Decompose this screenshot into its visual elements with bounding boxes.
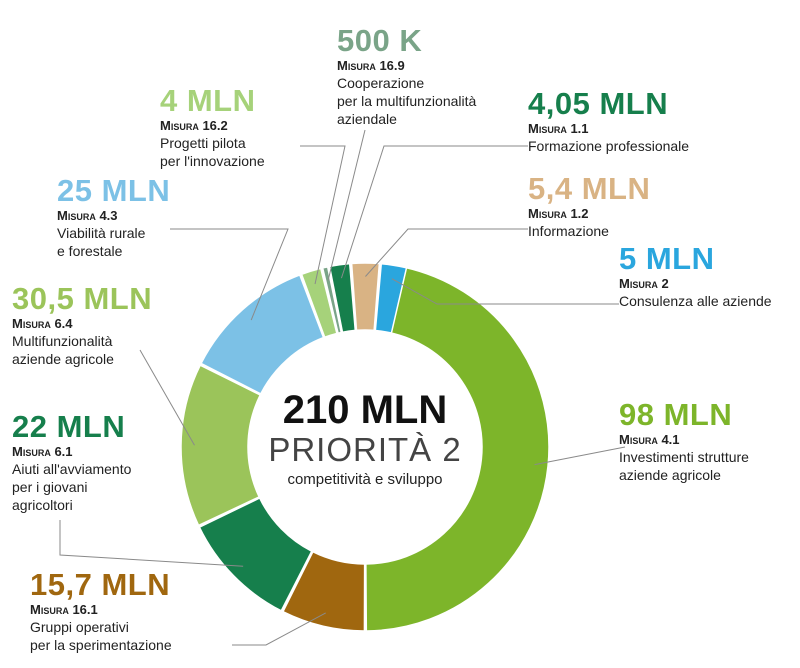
slice-description-line: Investimenti strutture xyxy=(619,449,749,465)
slice-m169 xyxy=(321,265,343,335)
slice-measure: Misura 1.1 xyxy=(528,121,589,136)
leader-line-m161 xyxy=(232,612,326,646)
slice-m12 xyxy=(350,262,381,332)
label-m161: 15,7 MLN Misura 16.1 Gruppi operativi per l… xyxy=(30,568,172,654)
label-m2: 5 MLN Misura 2 Consulenza alle aziende xyxy=(619,242,772,310)
slice-amount: 22 MLN xyxy=(12,409,126,444)
slice-m162 xyxy=(300,267,338,339)
slice-description-line: Aiuti all'avviamento xyxy=(12,461,132,477)
slice-m161 xyxy=(281,550,366,632)
leader-line-m61 xyxy=(59,520,244,567)
slice-amount: 5 MLN xyxy=(619,241,715,276)
slice-m61 xyxy=(198,496,313,612)
slice-m64 xyxy=(180,364,262,527)
slice-description-line: per l'innovazione xyxy=(160,153,265,169)
label-m64: 30,5 MLN Misura 6.4 Multifunzionalità azien… xyxy=(12,282,152,368)
slice-measure: Misura 4.3 xyxy=(57,208,118,223)
chart-priority-title: PRIORITÀ 2 xyxy=(268,431,462,468)
slice-measure: Misura 16.1 xyxy=(30,602,98,617)
chart-subtitle: competitività e sviluppo xyxy=(287,471,443,488)
leader-line-m169 xyxy=(327,129,366,281)
label-m162: 4 MLN Misura 16.2 Progetti pilota per l'inn… xyxy=(160,84,265,170)
slice-amount: 500 K xyxy=(337,23,423,58)
slice-amount: 98 MLN xyxy=(619,397,733,432)
leader-line-m12 xyxy=(365,228,528,277)
slice-amount: 4 MLN xyxy=(160,83,256,118)
label-m61: 22 MLN Misura 6.1 Aiuti all'avviamento per … xyxy=(12,410,131,514)
slice-amount: 15,7 MLN xyxy=(30,567,171,602)
slice-description-line: aziende agricole xyxy=(619,467,721,483)
slice-m11 xyxy=(328,262,357,334)
leader-line-m64 xyxy=(139,349,195,446)
label-m43: 25 MLN Misura 4.3 Viabilità rurale e forest… xyxy=(57,174,170,260)
slice-description-line: aziendale xyxy=(337,111,397,127)
slice-description-line: Gruppi operativi xyxy=(30,619,129,635)
leader-line-m41 xyxy=(534,446,626,466)
leader-line-m162 xyxy=(300,145,346,285)
slice-measure: Misura 2 xyxy=(619,276,669,291)
slice-description-line: per la sperimentazione xyxy=(30,637,172,653)
slice-measure: Misura 16.2 xyxy=(160,118,228,133)
slice-amount: 5,4 MLN xyxy=(528,171,651,206)
chart-center-summary: 210 MLN PRIORITÀ 2 competitività e svilu… xyxy=(245,388,485,490)
slice-amount: 30,5 MLN xyxy=(12,281,153,316)
label-m41: 98 MLN Misura 4.1 Investimenti strutture az… xyxy=(619,398,749,484)
slice-measure: Misura 6.1 xyxy=(12,444,73,459)
slice-measure: Misura 6.4 xyxy=(12,316,73,331)
slice-measure: Misura 1.2 xyxy=(528,206,589,221)
slice-measure: Misura 4.1 xyxy=(619,432,680,447)
leader-line-m43 xyxy=(170,228,289,321)
chart-total: 210 MLN xyxy=(282,388,448,432)
slice-description-line: Progetti pilota xyxy=(160,135,246,151)
slice-description-line: aziende agricole xyxy=(12,351,114,367)
slice-description-line: e forestale xyxy=(57,243,123,259)
slice-description-line: Viabilità rurale xyxy=(57,225,146,241)
slice-description-line: Multifunzionalità xyxy=(12,333,113,349)
leader-line-m2 xyxy=(391,278,619,305)
label-m169: 500 K Misura 16.9 Cooperazione per la multi… xyxy=(337,24,476,128)
slice-description-line: agricoltori xyxy=(12,497,73,513)
label-m11: 4,05 MLN Misura 1.1 Formazione professiona… xyxy=(528,87,689,155)
slice-measure: Misura 16.9 xyxy=(337,58,405,73)
slice-description-line: Consulenza alle aziende xyxy=(619,293,772,309)
slice-amount: 4,05 MLN xyxy=(528,86,669,121)
slice-m43 xyxy=(200,273,325,395)
label-m12: 5,4 MLN Misura 1.2 Informazione xyxy=(528,172,650,240)
slice-amount: 25 MLN xyxy=(57,173,171,208)
leader-line-m11 xyxy=(340,145,528,279)
slice-m2 xyxy=(374,262,408,334)
slice-description-line: Formazione professionale xyxy=(528,138,690,154)
slice-description-line: Cooperazione xyxy=(337,75,425,91)
slice-m41 xyxy=(365,266,550,632)
slice-description-line: per la multifunzionalità xyxy=(337,93,477,109)
slice-description-line: Informazione xyxy=(528,223,609,239)
slice-description-line: per i giovani xyxy=(12,479,88,495)
